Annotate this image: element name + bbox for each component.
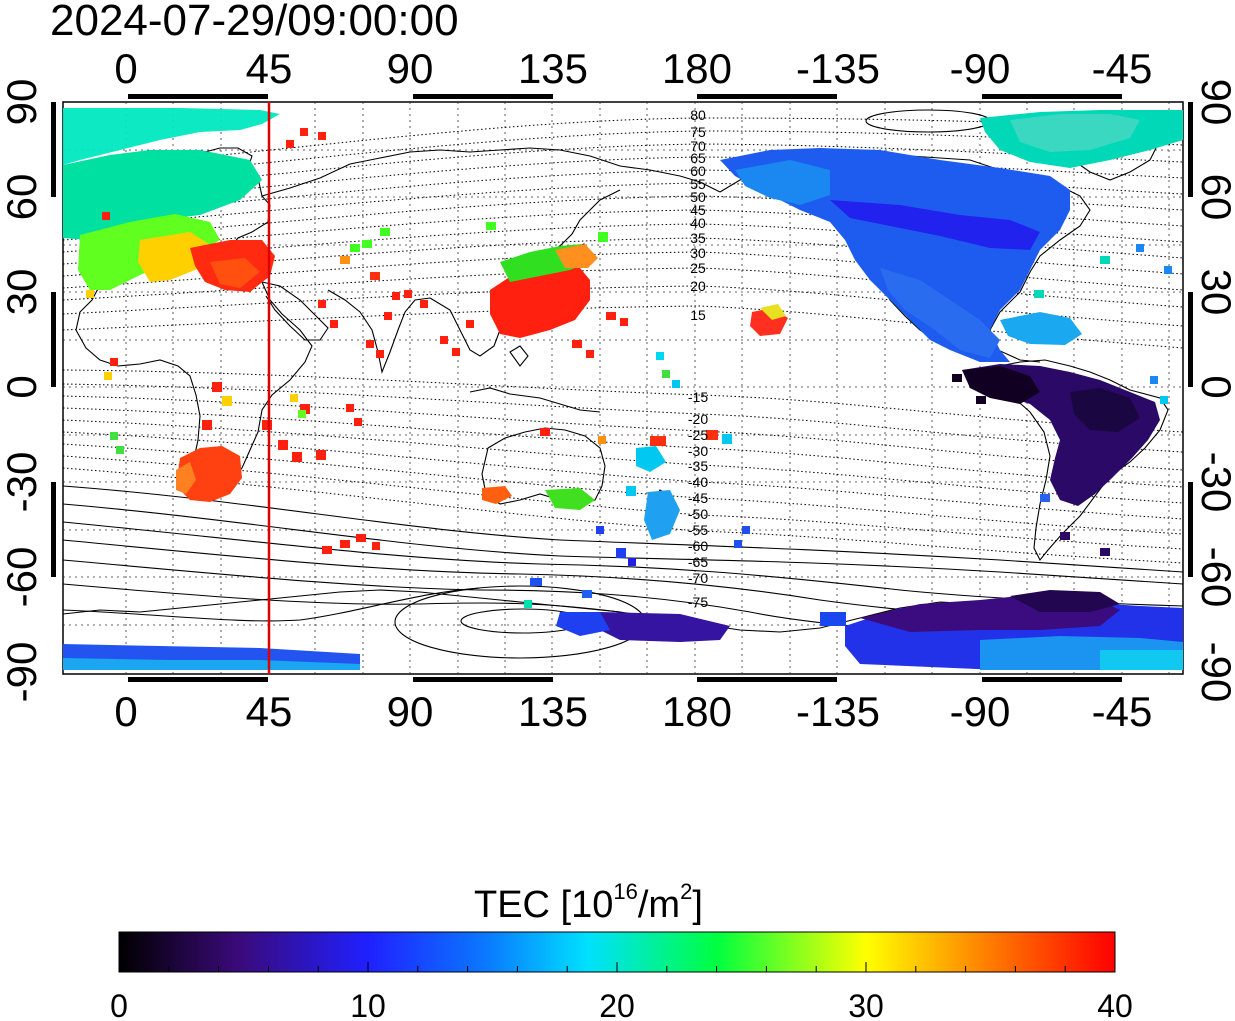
magnetic-latitude-label: -30 bbox=[688, 443, 708, 459]
magnetic-latitude-label: 55 bbox=[690, 176, 706, 192]
magnetic-latitude-label: 40 bbox=[690, 215, 706, 231]
colorbar-tick-label: 40 bbox=[1097, 988, 1133, 1021]
tec-scatter-points bbox=[86, 128, 1172, 608]
magnetic-latitude-label: -45 bbox=[688, 490, 708, 506]
x-tick-label-bottom: -45 bbox=[1092, 688, 1153, 735]
y-tick-label-left: -60 bbox=[0, 547, 45, 608]
y-axis-left-labels: 90 60 30 0 -30 -60 -90 bbox=[0, 79, 45, 703]
x-tick-label-bottom: -90 bbox=[950, 688, 1011, 735]
y-tick-label-right: 30 bbox=[1193, 269, 1235, 316]
colorbar-tick-label: 10 bbox=[350, 988, 386, 1021]
magnetic-latitude-label: -25 bbox=[688, 427, 708, 443]
x-axis-bottom-labels: 0 45 90 135 180 -135 -90 -45 bbox=[114, 688, 1152, 735]
y-tick-label-right: -30 bbox=[1193, 452, 1235, 513]
x-tick-label-bottom: 0 bbox=[114, 688, 137, 735]
magnetic-latitude-label: -40 bbox=[688, 474, 708, 490]
y-tick-label-left: -30 bbox=[0, 452, 45, 513]
y-axis-right-labels: 90 60 30 0 -30 -60 -90 bbox=[1193, 79, 1235, 703]
x-tick-label-top: -45 bbox=[1092, 45, 1153, 92]
magnetic-latitude-label: 80 bbox=[690, 107, 706, 123]
y-tick-label-right: 60 bbox=[1193, 174, 1235, 221]
colorbar-title-square: 2 bbox=[680, 879, 693, 904]
y-tick-label-right: 90 bbox=[1193, 79, 1235, 126]
y-tick-label-right: 0 bbox=[1193, 375, 1235, 398]
y-tick-label-left: -90 bbox=[0, 642, 45, 703]
x-tick-label-top: -135 bbox=[796, 45, 880, 92]
x-axis-top-labels: 0 45 90 135 180 -135 -90 -45 bbox=[114, 45, 1152, 92]
magnetic-latitude-label: 70 bbox=[690, 138, 706, 154]
colorbar-title-unit: /m bbox=[637, 884, 681, 926]
x-tick-label-top: -90 bbox=[950, 45, 1011, 92]
magnetic-latitude-label: -50 bbox=[688, 506, 708, 522]
magnetic-latitude-label: 75 bbox=[690, 124, 706, 140]
magnetic-latitude-label: 65 bbox=[690, 150, 706, 166]
map-border-bands bbox=[51, 94, 1193, 682]
magnetic-latitude-label: -35 bbox=[688, 458, 708, 474]
y-tick-label-right: -90 bbox=[1193, 642, 1235, 703]
colorbar-title: TEC [1016/m2] bbox=[474, 870, 703, 927]
magnetic-latitude-label: 20 bbox=[690, 278, 706, 294]
tec-overlay bbox=[63, 108, 1183, 670]
magnetic-latitude-label: -20 bbox=[688, 411, 708, 427]
magnetic-latitude-label: -60 bbox=[688, 538, 708, 554]
x-tick-label-top: 90 bbox=[387, 45, 434, 92]
y-tick-label-left: 0 bbox=[0, 375, 45, 398]
x-tick-label-top: 0 bbox=[114, 45, 137, 92]
magnetic-latitude-label: 35 bbox=[690, 230, 706, 246]
colorbar-title-exponent: 16 bbox=[613, 879, 638, 904]
colorbar-title-prefix: TEC [10 bbox=[474, 884, 614, 926]
colorbar-tick-label: 0 bbox=[110, 988, 128, 1021]
magnetic-latitude-label: -75 bbox=[688, 594, 708, 610]
x-tick-label-bottom: 90 bbox=[387, 688, 434, 735]
magnetic-latitude-label: 45 bbox=[690, 202, 706, 218]
colorbar-title-suffix: ] bbox=[692, 884, 703, 926]
y-tick-label-left: 30 bbox=[0, 269, 45, 316]
y-tick-label-right: -60 bbox=[1193, 547, 1235, 608]
magnetic-latitude-label: -15 bbox=[688, 389, 708, 405]
x-tick-label-top: 180 bbox=[662, 45, 732, 92]
magnetic-latitude-label: -55 bbox=[688, 522, 708, 538]
colorbar-tick-label: 20 bbox=[599, 988, 635, 1021]
x-tick-label-bottom: 180 bbox=[662, 688, 732, 735]
magnetic-latitude-label: -70 bbox=[688, 570, 708, 586]
magnetic-latitude-label: 30 bbox=[690, 245, 706, 261]
timestamp-title: 2024-07-29/09:00:00 bbox=[50, 0, 459, 45]
y-tick-label-left: 60 bbox=[0, 174, 45, 221]
y-tick-label-left: 90 bbox=[0, 79, 45, 126]
magnetic-latitude-label: 15 bbox=[690, 307, 706, 323]
x-tick-label-bottom: 45 bbox=[246, 688, 293, 735]
colorbar-ticks bbox=[118, 962, 1116, 972]
x-tick-label-bottom: -135 bbox=[796, 688, 880, 735]
magnetic-latitude-label: 60 bbox=[690, 163, 706, 179]
x-tick-label-top: 45 bbox=[246, 45, 293, 92]
x-tick-label-top: 135 bbox=[518, 45, 588, 92]
colorbar-tick-labels: 0 10 20 30 40 bbox=[110, 988, 1133, 1021]
magnetic-latitude-label: -65 bbox=[688, 554, 708, 570]
magnetic-latitude-label: 25 bbox=[690, 260, 706, 276]
x-tick-label-bottom: 135 bbox=[518, 688, 588, 735]
magnetic-latitude-label: 50 bbox=[690, 189, 706, 205]
colorbar-tick-label: 30 bbox=[848, 988, 884, 1021]
